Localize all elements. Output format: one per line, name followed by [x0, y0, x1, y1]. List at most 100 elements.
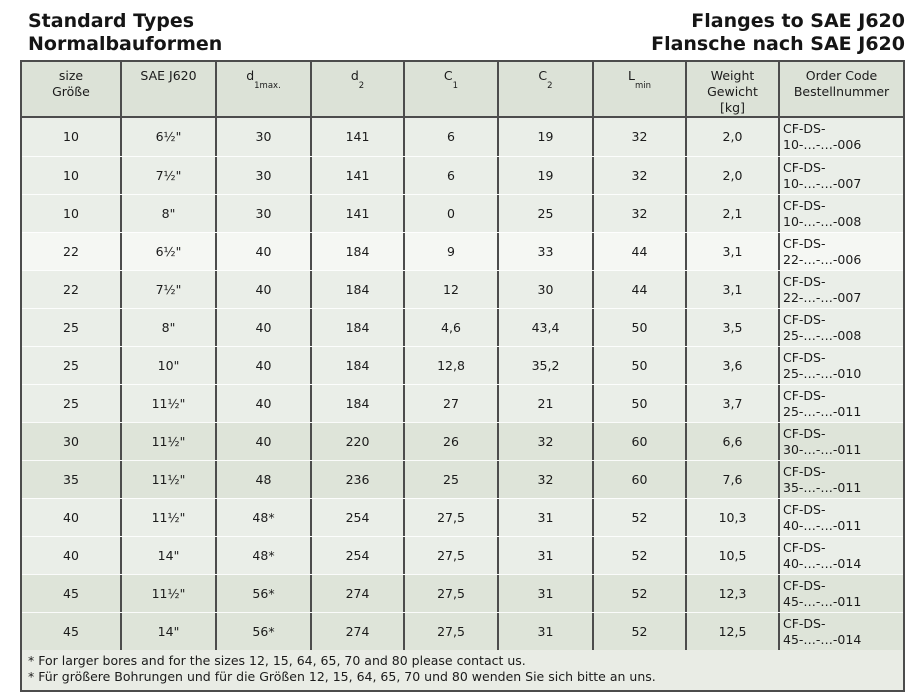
table-cell-size: 40 — [63, 547, 79, 563]
table-cell-d1max: 40 — [215, 423, 310, 460]
table-cell-c1: 27,5 — [403, 499, 497, 536]
table-cell-d1max: 40 — [215, 347, 310, 384]
table-cell-c1: 27,5 — [403, 575, 497, 612]
table-cell-lmin: 52 — [592, 537, 685, 574]
table-row: 25 11½" 40 184 27 21 50 3,7 CF-DS-25-…-…-011 — [22, 384, 903, 422]
column-header-label: C1 — [443, 68, 459, 91]
column-header-c1: C1 — [403, 62, 497, 116]
table-cell-weight: 2,0 — [685, 118, 778, 156]
table-cell-d1max: 48 — [215, 461, 310, 498]
footnote-english: * For larger bores and for the sizes 12,… — [28, 653, 526, 668]
table-row: 25 8" 40 184 4,6 43,4 50 3,5 CF-DS-25-…-…-008 — [22, 308, 903, 346]
table-cell-order-code: CF-DS-35-…-…-011 — [778, 461, 903, 498]
table-cell-d1max: 30 — [215, 195, 310, 232]
table-cell-weight: 10,5 — [685, 537, 778, 574]
table-cell-weight: 3,5 — [685, 309, 778, 346]
table-cell-c2: 35,2 — [497, 347, 592, 384]
table-cell-c1: 9 — [403, 233, 497, 270]
table-row: 40 14" 48* 254 27,5 31 52 10,5 CF-DS-40-…-…-014 — [22, 536, 903, 574]
column-header-label: Lmin — [628, 68, 651, 91]
table-cell-d2: 141 — [310, 118, 403, 156]
column-header-sae-j620: SAE J620 — [120, 62, 215, 116]
table-cell-sae-j620: 11½" — [120, 461, 215, 498]
table-row: 35 11½" 48 236 25 32 60 7,6 CF-DS-35-…-…-011 — [22, 460, 903, 498]
table-cell-size: 25 — [63, 395, 79, 411]
table-row: 45 14" 56* 274 27,5 31 52 12,5 CF-DS-45-…-…-014 — [22, 612, 903, 650]
table-cell-sae-j620: 11½" — [120, 385, 215, 422]
table-cell-size: 40 — [63, 509, 79, 525]
table-cell-sae-j620: 8" — [120, 195, 215, 232]
table-cell-size: 45 — [63, 623, 79, 639]
table-cell-d2: 254 — [310, 499, 403, 536]
table-cell-c2: 43,4 — [497, 309, 592, 346]
table-cell-size: 10 — [63, 167, 79, 183]
table-row: 22 7½" 40 184 12 30 44 3,1 CF-DS-22-…-…-007 — [22, 270, 903, 308]
table-cell-size: 10 — [63, 205, 79, 221]
table-cell-size: 22 — [63, 281, 79, 297]
table-cell-c1: 27,5 — [403, 537, 497, 574]
column-header-d1max: d1max. — [215, 62, 310, 116]
table-cell-sae-j620: 8" — [120, 309, 215, 346]
table-cell-c2: 33 — [497, 233, 592, 270]
title-english: Standard Types — [28, 10, 195, 32]
table-row: 45 11½" 56* 274 27,5 31 52 12,3 CF-DS-45-…-…-011 — [22, 574, 903, 612]
table-cell-d2: 141 — [310, 195, 403, 232]
page-title-left: Standard Types Normalbauformen — [20, 10, 222, 56]
table-footnotes: * For larger bores and for the sizes 12,… — [22, 650, 903, 690]
table-cell-size: 10 — [63, 129, 79, 144]
column-header-d2: d2 — [310, 62, 403, 116]
table-cell-size: 25 — [63, 357, 79, 373]
table-cell-c2: 30 — [497, 271, 592, 308]
table-cell-d2: 141 — [310, 157, 403, 194]
table-cell-d1max: 40 — [215, 233, 310, 270]
column-header-label: Order Code — [805, 68, 878, 83]
column-header-label: [kg] — [720, 100, 745, 115]
table-cell-weight: 12,5 — [685, 613, 778, 650]
table-cell-d1max: 40 — [215, 385, 310, 422]
table-cell-order-code: CF-DS-10-…-…-007 — [778, 157, 903, 194]
column-header-lmin: Lmin — [592, 62, 685, 116]
table-cell-weight: 10,3 — [685, 499, 778, 536]
table-row: 40 11½" 48* 254 27,5 31 52 10,3 CF-DS-40-…-…-011 — [22, 498, 903, 536]
table-cell-order-code: CF-DS-25-…-…-010 — [778, 347, 903, 384]
table-cell-c2: 31 — [497, 613, 592, 650]
footnote-german: * Für größere Bohrungen und für die Größ… — [28, 669, 656, 684]
table-cell-d2: 184 — [310, 233, 403, 270]
table-cell-d2: 236 — [310, 461, 403, 498]
table-cell-c1: 6 — [403, 118, 497, 156]
page-title-right: Flanges to SAE J620 Flansche nach SAE J6… — [651, 10, 905, 56]
table-cell-lmin: 50 — [592, 385, 685, 422]
table-cell-lmin: 52 — [592, 499, 685, 536]
table-cell-sae-j620: 6½" — [120, 118, 215, 156]
column-header-label: d2 — [350, 68, 365, 91]
table-cell-d2: 184 — [310, 271, 403, 308]
column-header-order-code: Order Code Bestellnummer — [778, 62, 903, 116]
table-body: 10 6½" 30 141 6 19 32 2,0 CF-DS-10-…-…-006 10 7½" 3… — [22, 118, 903, 650]
table-cell-d2: 274 — [310, 575, 403, 612]
table-cell-lmin: 32 — [592, 157, 685, 194]
table-cell-lmin: 50 — [592, 309, 685, 346]
table-cell-c1: 0 — [403, 195, 497, 232]
table-cell-lmin: 52 — [592, 575, 685, 612]
table-cell-weight: 3,1 — [685, 233, 778, 270]
table-cell-lmin: 32 — [592, 118, 685, 156]
table-cell-order-code: CF-DS-22-…-…-006 — [778, 233, 903, 270]
table-cell-sae-j620: 14" — [120, 613, 215, 650]
flange-spec-table: size Größe SAE J620 d1max. d2 C1 C2 Lmin Weight G… — [20, 60, 905, 692]
column-header-label: Größe — [52, 84, 90, 99]
title-german: Normalbauformen — [28, 33, 223, 55]
table-cell-lmin: 32 — [592, 195, 685, 232]
table-cell-weight: 12,3 — [685, 575, 778, 612]
table-cell-d1max: 30 — [215, 118, 310, 156]
table-cell-d1max: 40 — [215, 309, 310, 346]
column-header-label: SAE J620 — [140, 68, 197, 83]
table-cell-weight: 3,6 — [685, 347, 778, 384]
table-cell-c2: 19 — [497, 157, 592, 194]
table-cell-weight: 3,1 — [685, 271, 778, 308]
subtitle-english: Flanges to SAE J620 — [691, 10, 905, 32]
table-cell-size: 45 — [63, 585, 79, 601]
table-cell-lmin: 50 — [592, 347, 685, 384]
table-cell-size: 22 — [63, 243, 79, 259]
table-cell-c2: 19 — [497, 118, 592, 156]
table-cell-d1max: 56* — [215, 613, 310, 650]
